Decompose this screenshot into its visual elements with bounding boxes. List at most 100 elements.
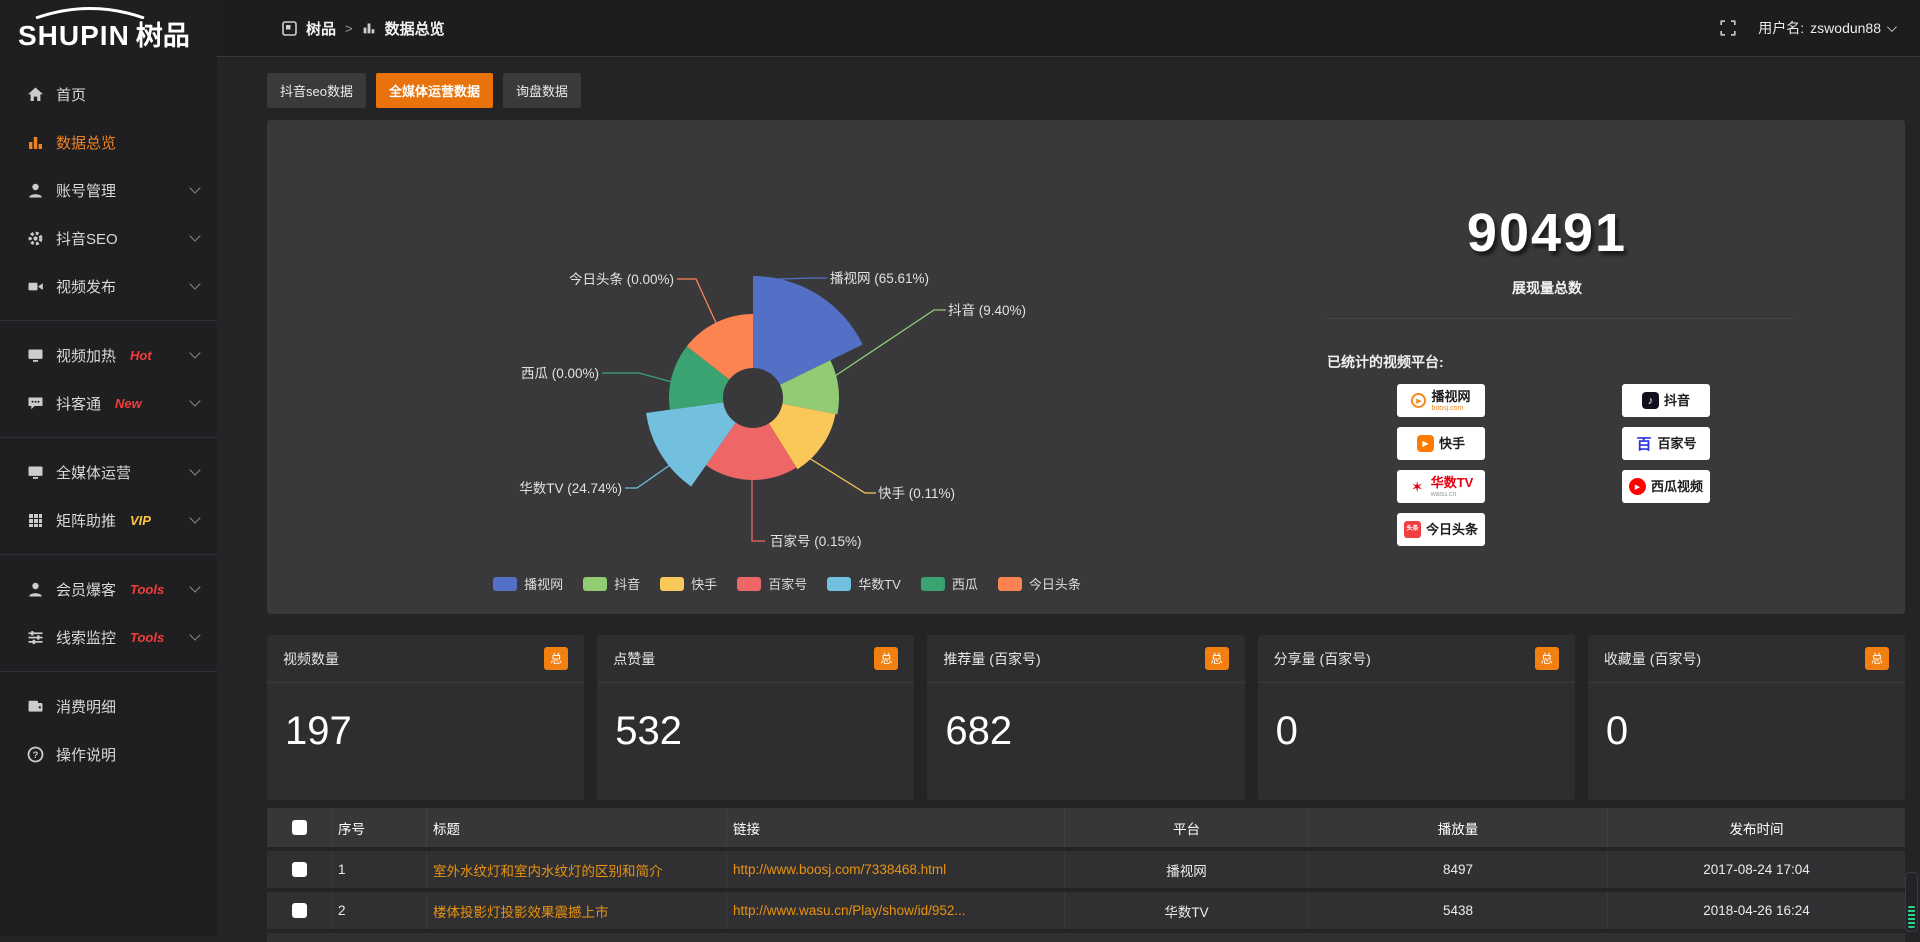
row-plays: 5438 bbox=[1308, 892, 1607, 929]
tab-douyin-seo[interactable]: 抖音seo数据 bbox=[267, 73, 366, 108]
stat-card-favorites: 收藏量 (百家号)总 0 bbox=[1588, 635, 1905, 800]
contact-widget-icon[interactable] bbox=[1905, 872, 1918, 932]
sidebar-item-label: 操作说明 bbox=[56, 744, 116, 765]
platform-badge-baijiahao: 百 百家号 bbox=[1622, 427, 1710, 460]
total-badge: 总 bbox=[1205, 647, 1229, 670]
breadcrumb-root[interactable]: 树品 bbox=[306, 18, 336, 39]
sidebar-item-douyin-seo[interactable]: 抖音SEO bbox=[0, 214, 217, 262]
tab-omnimedia-data[interactable]: 全媒体运营数据 bbox=[376, 73, 493, 108]
xigua-logo-icon: ▶ bbox=[1629, 478, 1646, 495]
chevron-down-icon bbox=[189, 230, 200, 241]
label-leader-line bbox=[752, 480, 765, 541]
legend-item[interactable]: 快手 bbox=[660, 574, 717, 593]
select-all-checkbox[interactable] bbox=[292, 820, 307, 835]
stat-cards: 视频数量总 197 点赞量总 532 推荐量 (百家号)总 682 分享量 (百… bbox=[267, 635, 1905, 800]
pie-slice-label: 播视网 (65.61%) bbox=[830, 271, 929, 286]
kuaishou-logo-icon: ▶ bbox=[1417, 435, 1434, 452]
sidebar-item-help[interactable]: ? 操作说明 bbox=[0, 730, 217, 778]
pie-slice-label: 西瓜 (0.00%) bbox=[521, 366, 599, 381]
sidebar-item-label: 会员爆客 bbox=[56, 579, 116, 600]
fullscreen-icon[interactable] bbox=[1720, 20, 1736, 36]
video-title-link[interactable]: 室外水纹灯和室内水纹灯的区别和简介 bbox=[426, 851, 726, 888]
top-header: 树品 > 数据总览 用户名: zswodun88 bbox=[217, 0, 1920, 57]
row-time: 2017-08-24 17:04 bbox=[1607, 851, 1905, 888]
platform-badge-xigua: ▶ 西瓜视频 bbox=[1622, 470, 1710, 503]
platform-name: 华数TV bbox=[1431, 476, 1474, 489]
chart-bars-icon bbox=[362, 21, 376, 35]
row-index: 2 bbox=[331, 892, 426, 929]
sidebar-item-account[interactable]: 账号管理 bbox=[0, 166, 217, 214]
chevron-down-icon bbox=[189, 464, 200, 475]
total-badge: 总 bbox=[544, 647, 568, 670]
legend-label: 西瓜 bbox=[952, 574, 978, 593]
sidebar-item-member-burst[interactable]: 会员爆客 Tools bbox=[0, 565, 217, 613]
legend-swatch bbox=[921, 577, 945, 591]
stat-value: 197 bbox=[267, 683, 584, 780]
gear-icon bbox=[27, 230, 44, 247]
chevron-down-icon bbox=[189, 629, 200, 640]
wasu-logo-icon: ✶ bbox=[1409, 478, 1426, 495]
row-checkbox[interactable] bbox=[292, 903, 307, 918]
sidebar-item-video-publish[interactable]: 视频发布 bbox=[0, 262, 217, 310]
row-platform: 播视网 bbox=[1064, 851, 1308, 888]
rose-pie-chart[interactable]: 播视网 (65.61%)抖音 (9.40%)快手 (0.11%)百家号 (0.1… bbox=[267, 148, 1307, 566]
sidebar-item-label: 矩阵助推 bbox=[56, 510, 116, 531]
sidebar-item-data-overview[interactable]: 数据总览 bbox=[0, 118, 217, 166]
video-title-link[interactable]: 楼体投影灯投影效果震撼上市 bbox=[426, 892, 726, 929]
stat-title: 点赞量 bbox=[613, 649, 655, 669]
chevron-down-icon bbox=[189, 395, 200, 406]
legend-item[interactable]: 抖音 bbox=[583, 574, 640, 593]
platform-badge-kuaishou: ▶ 快手 bbox=[1397, 427, 1485, 460]
chevron-down-icon bbox=[189, 581, 200, 592]
legend-item[interactable]: 华数TV bbox=[827, 574, 901, 593]
svg-text:?: ? bbox=[33, 750, 39, 761]
chat-icon bbox=[27, 395, 44, 412]
stat-value: 0 bbox=[1588, 683, 1905, 780]
sidebar-item-omnimedia[interactable]: 全媒体运营 bbox=[0, 448, 217, 496]
chevron-down-icon bbox=[189, 512, 200, 523]
sidebar-item-lead-monitor[interactable]: 线索监控 Tools bbox=[0, 613, 217, 661]
row-checkbox[interactable] bbox=[292, 862, 307, 877]
tab-inquiry-data[interactable]: 询盘数据 bbox=[503, 73, 581, 108]
legend-swatch bbox=[583, 577, 607, 591]
row-time: 2018-04-26 16:24 bbox=[1607, 892, 1905, 929]
new-badge: New bbox=[115, 396, 142, 411]
platform-name: 快手 bbox=[1439, 437, 1465, 450]
legend-item[interactable]: 百家号 bbox=[737, 574, 807, 593]
col-header-plays: 播放量 bbox=[1308, 808, 1607, 847]
video-url-link[interactable]: http://www.boosj.com/7338468.html bbox=[726, 851, 1064, 888]
user-menu[interactable]: 用户名: zswodun88 bbox=[1758, 18, 1894, 38]
legend-item[interactable]: 播视网 bbox=[493, 574, 563, 593]
sidebar-item-label: 线索监控 bbox=[56, 627, 116, 648]
stat-title: 视频数量 bbox=[283, 649, 339, 669]
row-platform: 华数TV bbox=[1064, 892, 1308, 929]
video-url-link[interactable]: http://www.wasu.cn/Play/show/id/952... bbox=[726, 892, 1064, 929]
platform-badge-wasu: ✶ 华数TV wasu.cn bbox=[1397, 470, 1485, 503]
platforms-title: 已统计的视频平台: bbox=[1327, 352, 1444, 372]
platform-name: 抖音 bbox=[1664, 394, 1690, 407]
sidebar-item-label: 数据总览 bbox=[56, 132, 116, 153]
platform-share-chart[interactable]: 播视网 (65.61%)抖音 (9.40%)快手 (0.11%)百家号 (0.1… bbox=[267, 120, 1307, 614]
sidebar-item-douketong[interactable]: 抖客通 New bbox=[0, 379, 217, 427]
row-index: 1 bbox=[331, 851, 426, 888]
platform-name: 西瓜视频 bbox=[1651, 480, 1703, 493]
stat-value: 682 bbox=[927, 683, 1244, 780]
user-icon bbox=[27, 581, 44, 598]
legend-swatch bbox=[660, 577, 684, 591]
legend-item[interactable]: 西瓜 bbox=[921, 574, 978, 593]
platform-sub: wasu.cn bbox=[1431, 491, 1474, 498]
total-badge: 总 bbox=[874, 647, 898, 670]
sidebar-nav: 首页 数据总览 账号管理 抖音SEO 视频发布 视频加热 Hot bbox=[0, 56, 217, 778]
data-tabs: 抖音seo数据 全媒体运营数据 询盘数据 bbox=[267, 73, 1905, 108]
breadcrumb-current: 数据总览 bbox=[385, 18, 445, 39]
sidebar-item-video-heat[interactable]: 视频加热 Hot bbox=[0, 331, 217, 379]
legend-item[interactable]: 今日头条 bbox=[998, 574, 1081, 593]
sidebar-item-spend-detail[interactable]: 消费明细 bbox=[0, 682, 217, 730]
sidebar-item-matrix-boost[interactable]: 矩阵助推 VIP bbox=[0, 496, 217, 544]
sidebar-item-home[interactable]: 首页 bbox=[0, 70, 217, 118]
sidebar-item-label: 首页 bbox=[56, 84, 86, 105]
stat-card-video-count: 视频数量 总 197 bbox=[267, 635, 584, 800]
